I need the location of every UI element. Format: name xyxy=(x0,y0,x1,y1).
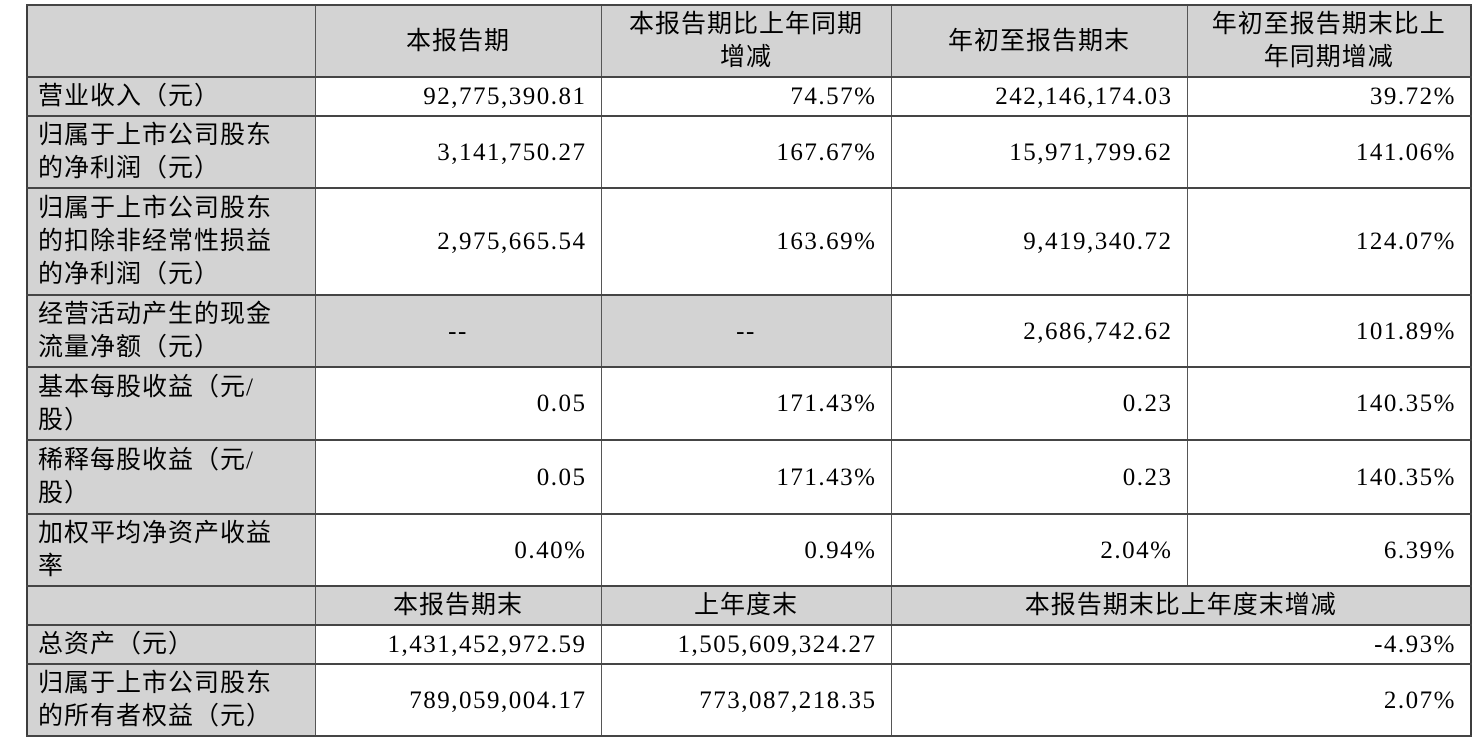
metric-value-current: 0.40% xyxy=(314,513,602,587)
metric-value-ytd: 0.23 xyxy=(890,439,1188,515)
metric-value-yoy: 167.67% xyxy=(600,115,892,189)
table-row-shareholders-equity: 归属于上市公司股东的所有者权益（元） 789,059,004.17 773,08… xyxy=(26,663,1472,737)
metric-label: 归属于上市公司股东的扣除非经常性损益的净利润（元） xyxy=(26,187,316,296)
metric-value-current: 0.05 xyxy=(314,366,602,441)
metric-value-ytd-yoy: 140.35% xyxy=(1186,439,1472,515)
metric-value-period-end: 1,431,452,972.59 xyxy=(314,624,602,665)
metric-label: 稀释每股收益（元/股） xyxy=(26,439,316,515)
metric-value-change: -4.93% xyxy=(890,624,1472,665)
metric-value-current: 3,141,750.27 xyxy=(314,115,602,189)
col-header-period-end: 本报告期末 xyxy=(314,585,602,626)
metric-label: 总资产（元） xyxy=(26,624,316,665)
metric-value-prior-year-end: 1,505,609,324.27 xyxy=(600,624,892,665)
metric-value-yoy: 171.43% xyxy=(600,366,892,441)
metric-value-ytd: 15,971,799.62 xyxy=(890,115,1188,189)
table-row-net-profit: 归属于上市公司股东的净利润（元） 3,141,750.27 167.67% 15… xyxy=(26,115,1472,189)
metric-value-yoy: 0.94% xyxy=(600,513,892,587)
col-header-current-vs-prior-yoy: 本报告期比上年同期增减 xyxy=(600,4,892,78)
metric-value-ytd-yoy: 140.35% xyxy=(1186,366,1472,441)
table-row-operating-revenue: 营业收入（元） 92,775,390.81 74.57% 242,146,174… xyxy=(26,76,1472,117)
metric-label: 归属于上市公司股东的所有者权益（元） xyxy=(26,663,316,737)
financial-summary-section: 本报告期 本报告期比上年同期增减 年初至报告期末 年初至报告期末比上年同期增减 … xyxy=(26,4,1472,737)
table-row-diluted-eps: 稀释每股收益（元/股） 0.05 171.43% 0.23 140.35% xyxy=(26,439,1472,515)
metric-value-period-end: 789,059,004.17 xyxy=(314,663,602,737)
period-header-row: 本报告期 本报告期比上年同期增减 年初至报告期末 年初至报告期末比上年同期增减 xyxy=(26,4,1472,78)
metric-label: 归属于上市公司股东的净利润（元） xyxy=(26,115,316,189)
metric-value-na: -- xyxy=(314,294,602,368)
metric-value-ytd-yoy: 124.07% xyxy=(1186,187,1472,296)
metric-label: 加权平均净资产收益率 xyxy=(26,513,316,587)
metric-label: 营业收入（元） xyxy=(26,76,316,117)
metric-value-current: 92,775,390.81 xyxy=(314,76,602,117)
metric-value-ytd: 242,146,174.03 xyxy=(890,76,1188,117)
metric-value-ytd: 9,419,340.72 xyxy=(890,187,1188,296)
table-row-total-assets: 总资产（元） 1,431,452,972.59 1,505,609,324.27… xyxy=(26,624,1472,665)
table-row-basic-eps: 基本每股收益（元/股） 0.05 171.43% 0.23 140.35% xyxy=(26,366,1472,441)
table-row-operating-cash-flow: 经营活动产生的现金流量净额（元） -- -- 2,686,742.62 101.… xyxy=(26,294,1472,368)
metric-value-na: -- xyxy=(600,294,892,368)
col-header-current-period: 本报告期 xyxy=(314,4,602,78)
metric-value-ytd-yoy: 101.89% xyxy=(1186,294,1472,368)
metric-value-yoy: 74.57% xyxy=(600,76,892,117)
financial-summary-table: 本报告期 本报告期比上年同期增减 年初至报告期末 年初至报告期末比上年同期增减 … xyxy=(26,4,1472,737)
corner-empty-cell xyxy=(26,585,316,626)
col-header-prior-year-end: 上年度末 xyxy=(600,585,892,626)
metric-value-ytd-yoy: 39.72% xyxy=(1186,76,1472,117)
metric-value-yoy: 163.69% xyxy=(600,187,892,296)
table-row-weighted-avg-roe: 加权平均净资产收益率 0.40% 0.94% 2.04% 6.39% xyxy=(26,513,1472,587)
col-header-end-vs-prior-change: 本报告期末比上年度末增减 xyxy=(890,585,1472,626)
metric-label: 基本每股收益（元/股） xyxy=(26,366,316,441)
metric-value-ytd: 0.23 xyxy=(890,366,1188,441)
corner-empty-cell xyxy=(26,4,316,78)
metric-value-ytd: 2.04% xyxy=(890,513,1188,587)
metric-value-current: 0.05 xyxy=(314,439,602,515)
col-header-ytd: 年初至报告期末 xyxy=(890,4,1188,78)
metric-value-yoy: 171.43% xyxy=(600,439,892,515)
metric-label: 经营活动产生的现金流量净额（元） xyxy=(26,294,316,368)
metric-value-current: 2,975,665.54 xyxy=(314,187,602,296)
metric-value-ytd-yoy: 6.39% xyxy=(1186,513,1472,587)
yearend-header-row: 本报告期末 上年度末 本报告期末比上年度末增减 xyxy=(26,585,1472,626)
metric-value-prior-year-end: 773,087,218.35 xyxy=(600,663,892,737)
metric-value-change: 2.07% xyxy=(890,663,1472,737)
table-row-net-profit-ex-nonrecurring: 归属于上市公司股东的扣除非经常性损益的净利润（元） 2,975,665.54 1… xyxy=(26,187,1472,296)
metric-value-ytd: 2,686,742.62 xyxy=(890,294,1188,368)
col-header-ytd-vs-prior-yoy: 年初至报告期末比上年同期增减 xyxy=(1186,4,1472,78)
metric-value-ytd-yoy: 141.06% xyxy=(1186,115,1472,189)
